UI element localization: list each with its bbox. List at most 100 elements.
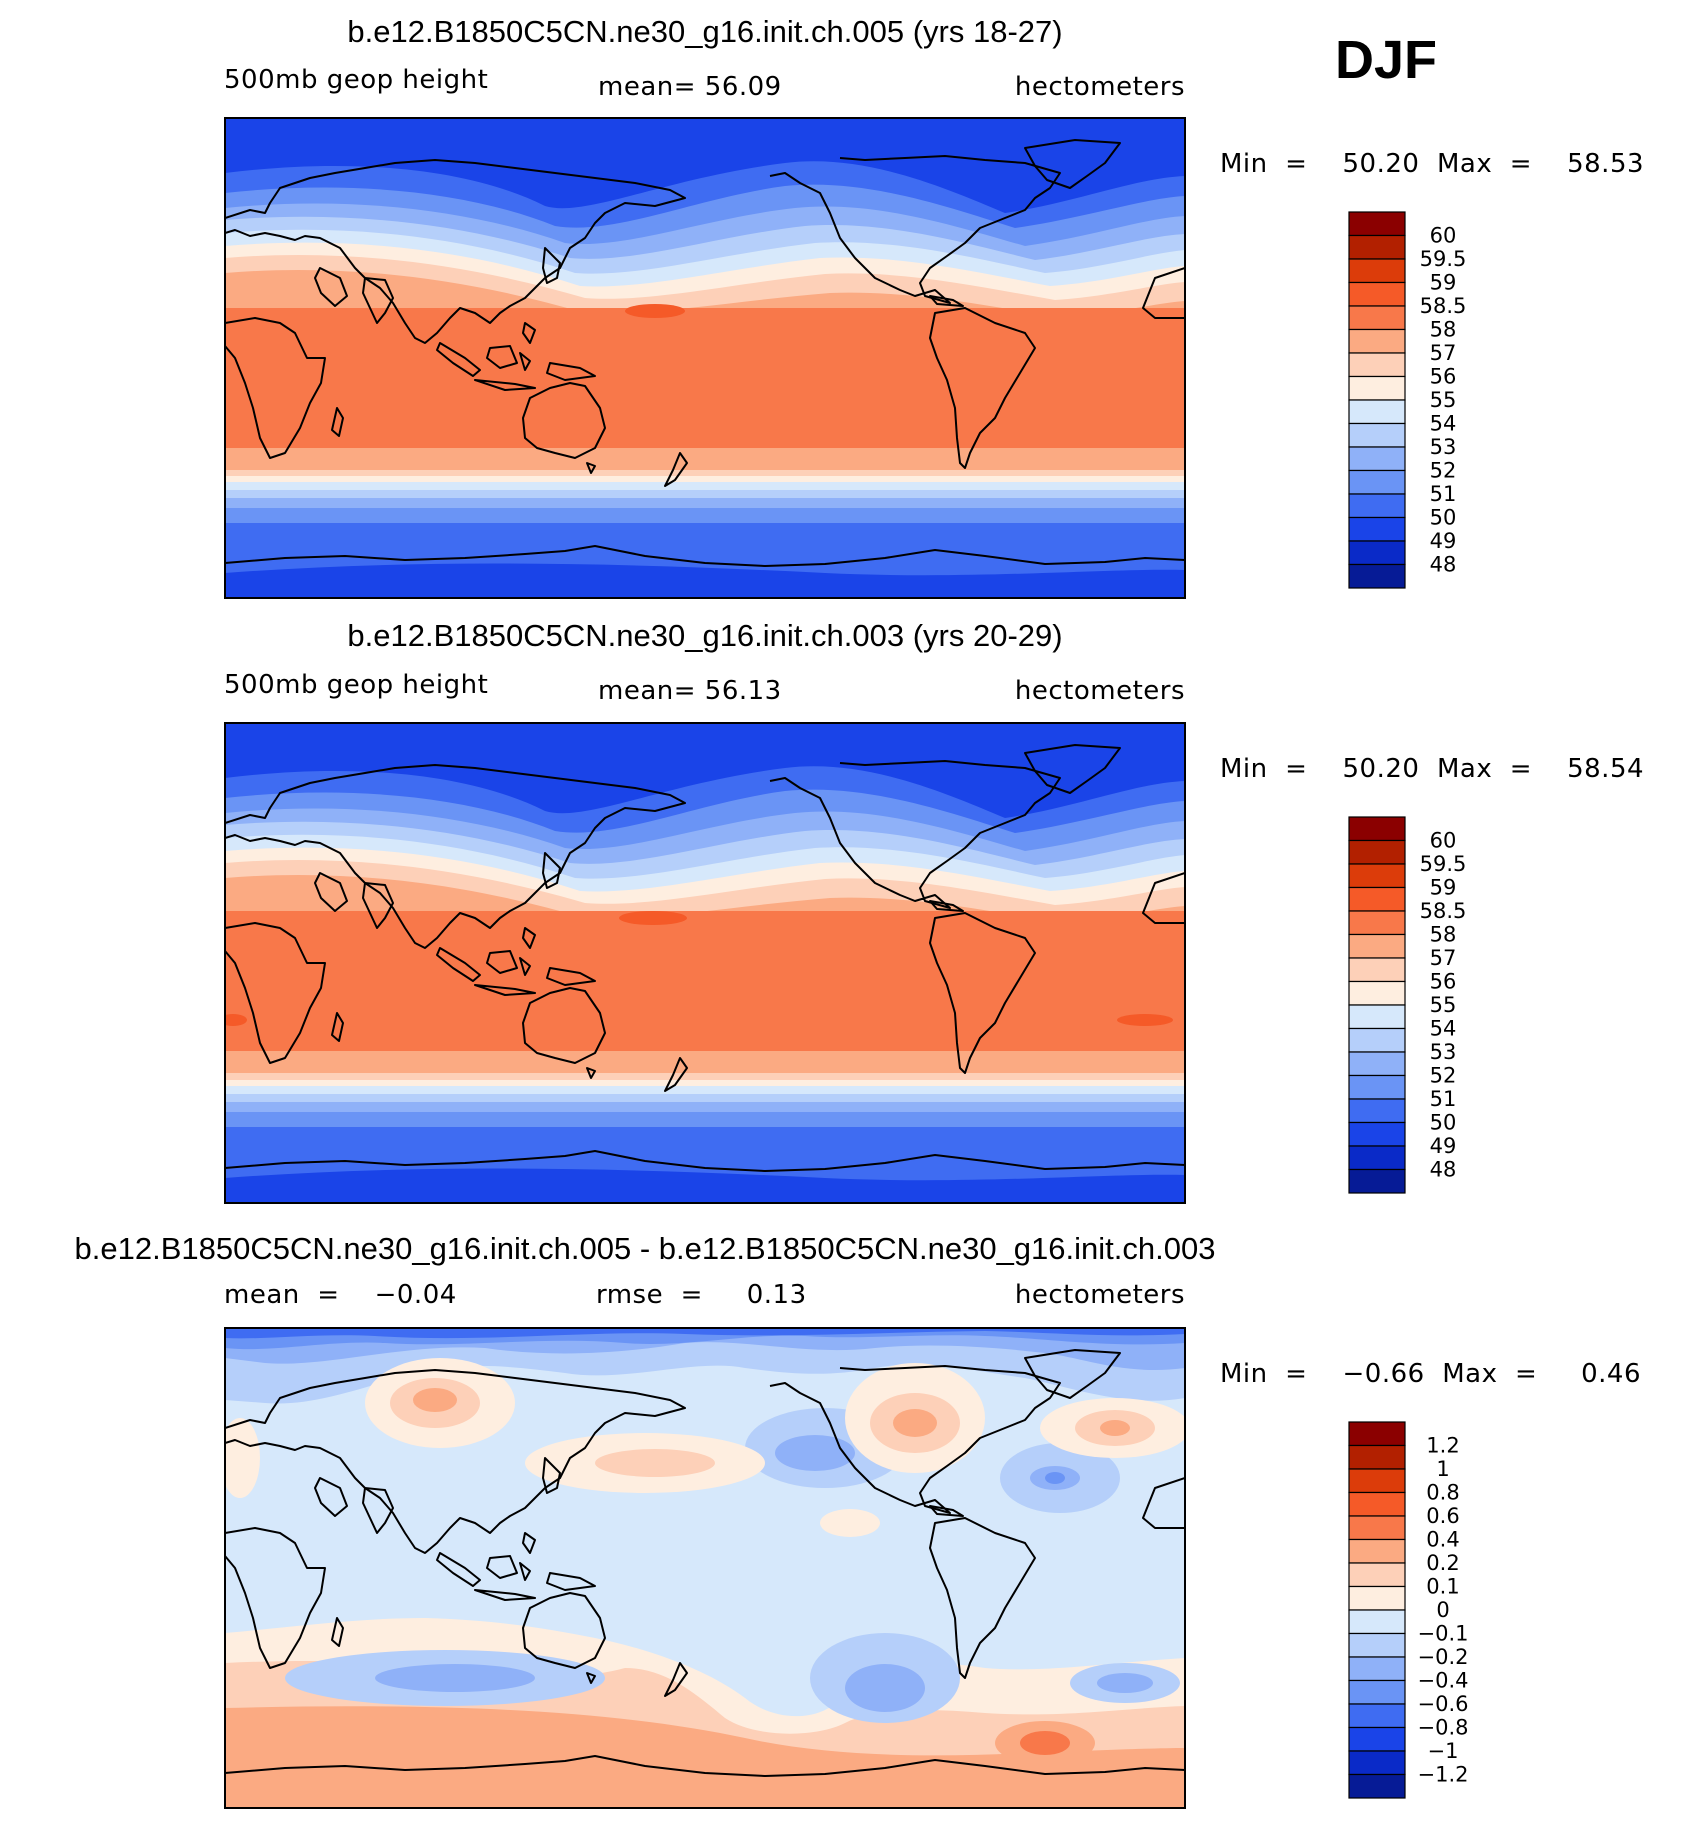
panel-3-minmax-label: Min = −0.66 Max = 0.46 (1220, 1359, 1641, 1389)
season-label: DJF (1335, 30, 1437, 90)
colorbar-tick-label: 54 (1430, 412, 1457, 436)
colorbar-box (1348, 910, 1406, 936)
map-panel-2-frame (224, 722, 1186, 1204)
colorbar-tick-label: −1.2 (1418, 1763, 1469, 1787)
colorbar-box (1348, 399, 1406, 425)
colorbar-box (1348, 1632, 1406, 1658)
colorbar-tick-label: 49 (1430, 1134, 1457, 1158)
colorbar-tick-label: 55 (1430, 388, 1457, 412)
colorbar-box (1348, 328, 1406, 354)
colorbar-tick-label: 60 (1430, 829, 1457, 853)
colorbar-box (1348, 886, 1406, 912)
colorbar-box (1348, 1145, 1406, 1171)
colorbar-tick-label: 55 (1430, 993, 1457, 1017)
colorbar-box (1348, 1679, 1406, 1705)
colorbar-box (1348, 1515, 1406, 1541)
colorbar-tick-label: 56 (1430, 970, 1457, 994)
panel-1-variable-label: 500mb geop height (224, 65, 488, 95)
colorbar-tick-label: −0.8 (1418, 1716, 1469, 1740)
colorbar-tick-label: 52 (1430, 459, 1457, 483)
colorbar-box (1348, 1098, 1406, 1124)
colorbar-box (1348, 1074, 1406, 1100)
colorbar-tick-label: 60 (1430, 224, 1457, 248)
colorbar-tick-label: 59 (1430, 271, 1457, 295)
panel-3-mean-label: mean = −0.04 (224, 1280, 457, 1310)
panel-1-minmax-label: Min = 50.20 Max = 58.53 (1220, 149, 1644, 179)
colorbar-tick-label: 57 (1430, 341, 1457, 365)
colorbar-box (1348, 1491, 1406, 1517)
colorbar-tick-label: −0.2 (1418, 1645, 1469, 1669)
colorbar-box (1348, 1421, 1406, 1447)
colorbar-box (1348, 516, 1406, 542)
map-panel-1 (225, 118, 1185, 598)
colorbar-box (1348, 933, 1406, 959)
panel-2-variable-label: 500mb geop height (224, 670, 488, 700)
colorbar-box (1348, 563, 1406, 589)
colorbar-box (1348, 1051, 1406, 1077)
colorbar-box (1348, 1562, 1406, 1588)
colorbar-box (1348, 281, 1406, 307)
colorbar-tick-label: −0.6 (1418, 1692, 1469, 1716)
panel-2-title: b.e12.B1850C5CN.ne30_g16.init.ch.003 (yr… (347, 618, 1062, 653)
colorbar-box (1348, 1609, 1406, 1635)
colorbar-box (1348, 1027, 1406, 1053)
colorbar-box (1348, 839, 1406, 865)
panel-1-units-label: hectometers (1015, 72, 1185, 102)
colorbar-box (1348, 305, 1406, 331)
colorbar-box (1348, 957, 1406, 983)
colorbar-box (1348, 1703, 1406, 1729)
map-panel-3-frame (224, 1327, 1186, 1809)
colorbar-tick-label: 0.4 (1426, 1528, 1459, 1552)
map-panel-1-frame (224, 117, 1186, 599)
colorbar-box (1348, 1773, 1406, 1799)
colorbar-panel-3: 1.210.80.60.40.20.10−0.1−0.2−0.4−0.6−0.8… (1348, 1421, 1469, 1799)
colorbar-tick-label: 50 (1430, 506, 1457, 530)
colorbar-box (1348, 540, 1406, 566)
colorbar-tick-label: 1.2 (1426, 1434, 1459, 1458)
colorbar-tick-label: 51 (1430, 1087, 1457, 1111)
colorbar-tick-label: 57 (1430, 946, 1457, 970)
colorbar-tick-label: 52 (1430, 1064, 1457, 1088)
colorbar-tick-label: 59.5 (1420, 852, 1467, 876)
colorbar-tick-label: 53 (1430, 1040, 1457, 1064)
panel-1-mean-label: mean= 56.09 (598, 72, 782, 102)
panel-1-title: b.e12.B1850C5CN.ne30_g16.init.ch.005 (yr… (347, 14, 1062, 49)
colorbar-box (1348, 375, 1406, 401)
colorbar-box (1348, 211, 1406, 237)
panel-3-title: b.e12.B1850C5CN.ne30_g16.init.ch.005 - b… (75, 1231, 1216, 1266)
colorbar-box (1348, 493, 1406, 519)
colorbar-tick-label: 1 (1436, 1457, 1449, 1481)
colorbar-tick-label: 48 (1430, 553, 1457, 577)
colorbar-tick-label: −0.1 (1418, 1622, 1469, 1646)
colorbar-tick-label: 59 (1430, 876, 1457, 900)
map-panel-2 (225, 723, 1185, 1203)
colorbar-box (1348, 1468, 1406, 1494)
colorbar-tick-label: 58.5 (1420, 899, 1467, 923)
panel-2-minmax-label: Min = 50.20 Max = 58.54 (1220, 754, 1644, 784)
colorbar-box (1348, 1726, 1406, 1752)
colorbar-box (1348, 816, 1406, 842)
colorbar-tick-label: 0.6 (1426, 1504, 1459, 1528)
colorbar-tick-label: 54 (1430, 1017, 1457, 1041)
colorbar-tick-label: 59.5 (1420, 247, 1467, 271)
colorbar-tick-label: 50 (1430, 1111, 1457, 1135)
colorbar-tick-label: 51 (1430, 482, 1457, 506)
colorbar-box (1348, 863, 1406, 889)
panel-2-mean-label: mean= 56.13 (598, 676, 782, 706)
colorbar-tick-label: 49 (1430, 529, 1457, 553)
colorbar-tick-label: 48 (1430, 1158, 1457, 1182)
colorbar-box (1348, 1750, 1406, 1776)
colorbar-box (1348, 1121, 1406, 1147)
colorbar-tick-label: 0.1 (1426, 1575, 1459, 1599)
colorbar-tick-label: −0.4 (1418, 1669, 1469, 1693)
colorbar-tick-label: 58 (1430, 318, 1457, 342)
colorbar-box (1348, 980, 1406, 1006)
panel-3-rmse-label: rmse = 0.13 (596, 1280, 807, 1310)
panel-3-units-label: hectometers (1015, 1280, 1185, 1310)
colorbar-box (1348, 1004, 1406, 1030)
colorbar-box (1348, 469, 1406, 495)
colorbar-tick-label: −1 (1428, 1739, 1459, 1763)
